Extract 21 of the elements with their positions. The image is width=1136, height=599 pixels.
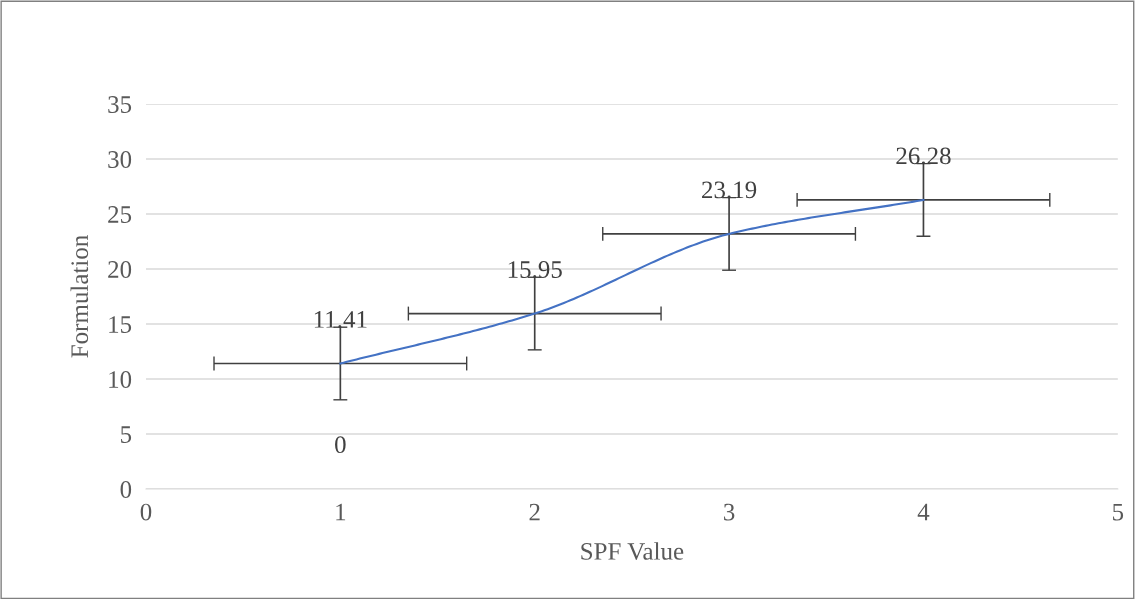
data-label: 26.28 <box>896 147 951 165</box>
y-tick-label: 25 <box>108 206 132 223</box>
y-tick-label: 35 <box>108 96 132 113</box>
y-tick-label: 15 <box>109 316 132 333</box>
x-axis-title: SPF Value <box>581 542 684 560</box>
y-tick-label: 30 <box>108 151 132 168</box>
y-tick-label: 20 <box>108 261 132 278</box>
x-tick-label: 0 <box>140 503 152 521</box>
x-tick-label: 1 <box>336 503 346 521</box>
x-tick-label: 4 <box>917 503 930 521</box>
y-axis-title: Formulation <box>70 235 89 358</box>
y-tick-label: 5 <box>121 426 132 443</box>
data-label: 23.19 <box>702 181 757 199</box>
y-tick-label: 10 <box>109 371 132 388</box>
annotation: 0 <box>335 436 346 454</box>
x-tick-label: 2 <box>529 503 540 521</box>
data-label: 11.41 <box>314 311 367 328</box>
x-tick-label: 3 <box>724 503 735 521</box>
x-tick-label: 5 <box>1113 503 1124 521</box>
y-tick-label: 0 <box>120 481 132 498</box>
data-label: 15.95 <box>508 261 562 279</box>
